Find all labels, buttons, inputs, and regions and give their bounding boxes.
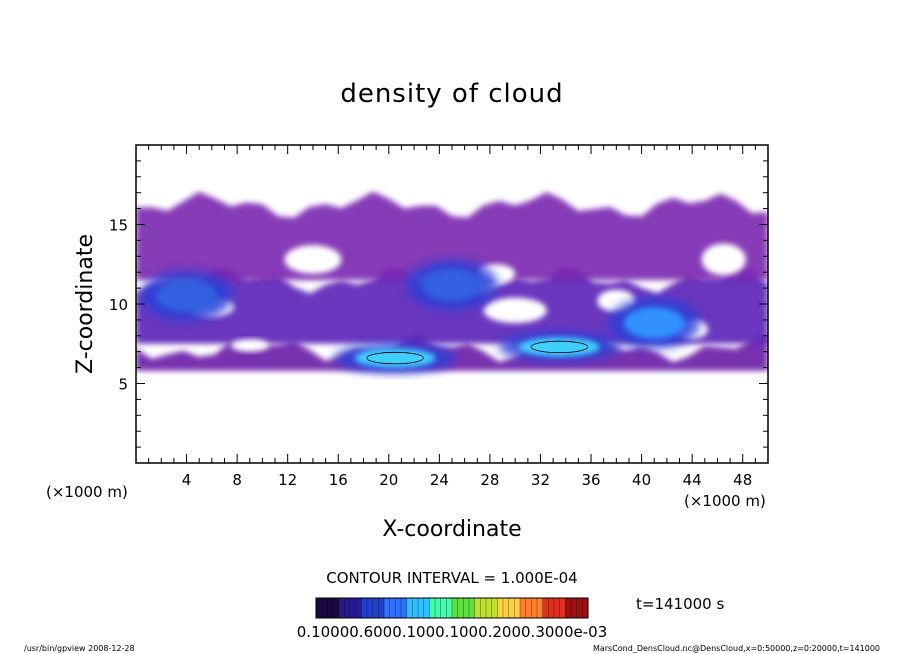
colorbar-cell	[474, 598, 481, 618]
x-tick-label: 28	[480, 471, 499, 489]
colorbar-cell	[372, 598, 379, 618]
dense-patch	[623, 307, 685, 339]
colorbar-cell	[406, 598, 413, 618]
colorbar-cell	[503, 598, 509, 618]
contour-line	[366, 351, 424, 365]
colorbar-cell	[446, 598, 453, 618]
x-tick-label: 16	[329, 471, 348, 489]
colorbar-cell	[350, 598, 356, 618]
x-tick-label: 32	[531, 471, 550, 489]
x-tick-label: 48	[733, 471, 752, 489]
colorbar-cell	[355, 598, 362, 618]
colorbar-cell	[367, 598, 373, 618]
colorbar-cell	[525, 598, 532, 618]
colorbar-cell	[469, 598, 475, 618]
cloud-field	[136, 191, 768, 374]
colorbar-frame	[315, 597, 589, 619]
colorbar-cell	[440, 598, 447, 618]
colorbar-cell	[576, 598, 583, 618]
colorbar-cell	[486, 598, 492, 618]
y-tick-label: 5	[118, 376, 128, 394]
x-tick-label: 4	[182, 471, 192, 489]
x-tick-label: 12	[278, 471, 297, 489]
colorbar-cell	[554, 598, 560, 618]
colorbar-cell	[384, 598, 390, 618]
x-unit-left: (×1000 m)	[46, 483, 128, 501]
x-tick-label: 40	[632, 471, 651, 489]
colorbar-cell	[435, 598, 441, 618]
dense-patch	[354, 348, 436, 368]
colorbar-cell	[389, 598, 396, 618]
colorbar-cell	[559, 598, 566, 618]
chart-title: density of cloud	[340, 79, 563, 109]
colorbar-cell	[565, 598, 572, 618]
colorbar-cell	[531, 598, 538, 618]
colorbar-cell	[418, 598, 424, 618]
colorbar-cell	[401, 598, 407, 618]
colorbar-cell	[508, 598, 515, 618]
colorbar-cell	[457, 598, 464, 618]
colorbar-cell	[395, 598, 402, 618]
colorbar-cell	[548, 598, 555, 618]
colorbar-cell	[542, 598, 549, 618]
colorbar-cell	[491, 598, 498, 618]
contour-line	[530, 340, 589, 354]
colorbar	[315, 598, 589, 618]
x-tick-label: 8	[232, 471, 242, 489]
colorbar-labels: 0.10000.6000.1000.1000.2000.3000e-03	[297, 623, 607, 641]
colorbar-cell	[412, 598, 419, 618]
contour-interval: CONTOUR INTERVAL = 1.000E-04	[326, 569, 577, 587]
dense-patch	[421, 269, 483, 301]
footer-left: /usr/bin/gpview 2008-12-28	[24, 644, 135, 653]
y-axis: 5 10 15	[109, 160, 768, 448]
cloud-gap	[230, 338, 269, 352]
dense-patch	[518, 337, 600, 357]
time-label: t=141000 s	[636, 595, 724, 613]
colorbar-cell	[514, 598, 521, 618]
colorbar-cell	[582, 598, 589, 618]
x-tick-label: 44	[683, 471, 702, 489]
colorbar-cell	[429, 598, 436, 618]
dense-patch	[156, 280, 217, 312]
colorbar-cell	[344, 598, 351, 618]
colorbar-cell	[361, 598, 368, 618]
colorbar-cell	[321, 598, 328, 618]
colorbar-cell	[316, 598, 322, 618]
colorbar-cell	[378, 598, 385, 618]
footer-right: MarsCond_DensCloud.nc@DensCloud,x=0:5000…	[593, 644, 880, 653]
colorbar-cell	[452, 598, 458, 618]
x-axis: 4 8 12 16 20 24 28 32 36 40 44 48	[148, 145, 756, 489]
colorbar-cell	[537, 598, 543, 618]
cloud-gap	[284, 245, 342, 274]
y-tick-label: 15	[109, 217, 128, 235]
cloud-gap	[701, 243, 746, 276]
x-tick-label: 36	[581, 471, 600, 489]
x-axis-label: X-coordinate	[382, 517, 521, 542]
colorbar-cell	[333, 598, 339, 618]
colorbar-cell	[571, 598, 577, 618]
colorbar-cell	[423, 598, 430, 618]
y-tick-label: 10	[109, 296, 128, 314]
colorbar-cell	[497, 598, 504, 618]
colorbar-cell	[463, 598, 470, 618]
x-tick-label: 20	[379, 471, 398, 489]
x-tick-label: 24	[430, 471, 449, 489]
x-unit-right: (×1000 m)	[684, 492, 766, 510]
colorbar-cell	[520, 598, 526, 618]
colorbar-cell	[480, 598, 487, 618]
colorbar-cell	[338, 598, 345, 618]
plot-area	[136, 145, 768, 463]
cloud-gap	[483, 297, 547, 324]
colorbar-cell	[327, 598, 334, 618]
y-axis-label: Z-coordinate	[73, 234, 98, 374]
